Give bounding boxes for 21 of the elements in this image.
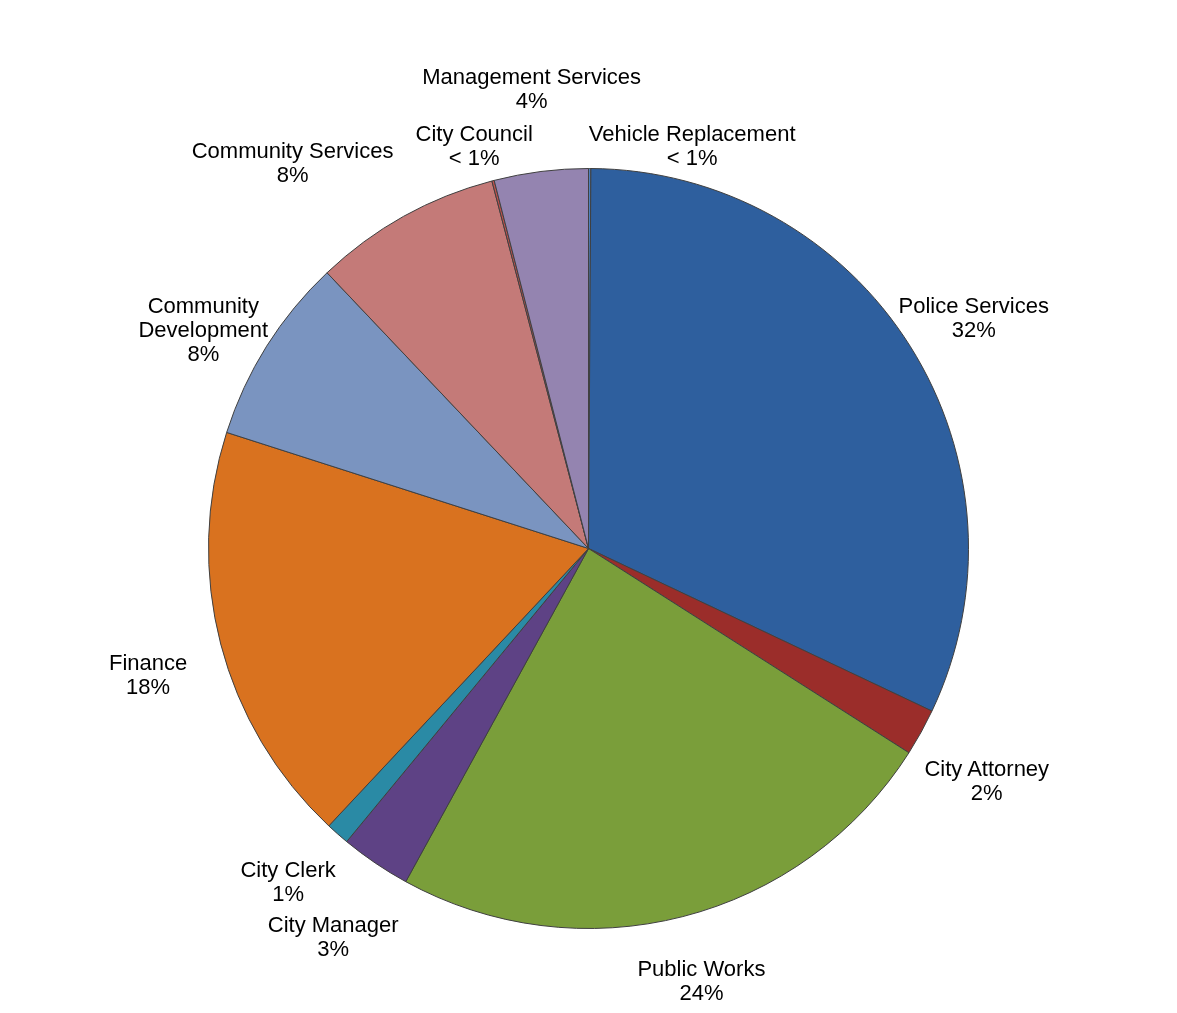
slice-label: Police Services: [898, 293, 1049, 319]
data-label: 32%: [951, 317, 996, 343]
slice-label: City Clerk: [240, 857, 337, 883]
slice-label: Community Services: [191, 137, 394, 163]
slice-label: Finance: [108, 649, 188, 675]
slice-label: Public Works: [637, 956, 766, 982]
slice-label: City Manager: [267, 912, 399, 938]
data-label: < 1%: [448, 145, 500, 171]
data-label: 18%: [126, 673, 171, 699]
slice-label: City Attorney: [924, 755, 1050, 781]
slice-label: City Council: [415, 121, 533, 147]
data-label: 8%: [187, 341, 220, 367]
data-label: 2%: [970, 779, 1003, 805]
slice-label: Community Development: [138, 293, 269, 343]
data-label: < 1%: [666, 145, 718, 171]
data-label: 24%: [679, 980, 724, 1006]
data-label: 3%: [317, 936, 350, 962]
slice-label: Management Services: [422, 64, 642, 90]
data-label: 4%: [515, 88, 548, 114]
slice-label: Vehicle Replacement: [588, 121, 796, 147]
data-label: 1%: [272, 881, 304, 907]
